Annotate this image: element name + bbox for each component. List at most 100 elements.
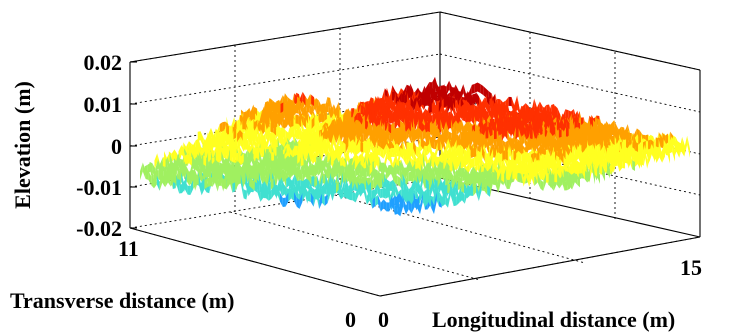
surface-facet [304,147,308,164]
surface-facet [635,141,639,153]
surface-facet [448,119,452,129]
surface-facet [249,168,253,179]
surface-facet [381,115,385,128]
surface-facet [528,140,532,151]
surface-facet [154,153,158,170]
surface-facet [376,156,380,166]
surface-facet [567,179,570,191]
surface-facet [506,120,510,131]
surface-facet [453,196,457,207]
surface-facet [581,141,585,154]
surface-facet [156,175,160,191]
surface-facet [349,130,353,144]
surface-facet [607,161,610,179]
surface-facet [350,169,354,179]
surface-facet [162,173,166,188]
surface-facet [406,127,409,141]
surface-facet [189,170,193,187]
surface-facet [439,192,443,207]
surface-facet [649,144,653,163]
surface-facet [476,111,480,123]
surface-facet [280,192,283,207]
surface-facet [277,169,281,181]
surface-facet [429,102,432,113]
surface-facet [314,139,318,149]
surface-facet [570,164,574,175]
surface-facet [371,189,375,200]
surface-facet [438,180,442,196]
surface-facet [193,175,196,190]
surface-facet [357,142,361,155]
surface-facet [208,167,212,179]
surface-facet [400,197,404,217]
surface-facet [518,163,521,173]
x-axis-title: Longitudinal distance (m) [432,307,675,332]
surface-facet [582,164,585,180]
surface-facet [681,142,685,157]
surface-facet [249,176,252,189]
surface-facet [474,82,478,93]
surface-facet [383,199,387,212]
surface-facet [288,157,292,167]
surface-facet [345,136,349,154]
surface-facet [454,160,458,170]
surface-facet [450,185,454,207]
surface-facet [183,165,187,175]
surface-facet [520,163,524,187]
surface-facet [467,90,471,107]
surface-facet [496,129,500,148]
surface-facet [388,121,392,135]
surface-facet [436,191,440,202]
surface-facet [657,146,660,157]
surface-facet [333,167,336,178]
surface-facet [476,183,479,202]
surface-facet [448,185,451,208]
surface-facet [486,162,489,173]
surface-facet [470,148,474,158]
surface-facet [313,148,317,166]
surface-facet [392,91,395,101]
surface-facet [374,114,378,130]
surface-facet [374,184,378,199]
surface-facet [300,156,304,168]
surface-facet [470,166,474,181]
surface-facet [401,132,404,143]
surface-facet [606,147,610,158]
surface-facet [414,198,418,209]
surface-facet [328,102,331,119]
surface-facet [354,173,358,191]
surface-facet [330,104,334,119]
surface-facet [597,118,601,130]
z-tick-label: 0.01 [84,92,123,117]
surface-facet [186,141,189,156]
surface-facet [319,193,322,210]
surface-facet [456,120,460,137]
surface-facet [457,153,461,170]
x-tick-label: 15 [680,255,702,280]
elevation-surface [140,76,690,217]
surface-facet [221,176,224,189]
surface-facet [282,118,286,129]
surface-facet [338,165,342,179]
surface-facet [154,175,157,189]
surface-facet [316,105,320,115]
surface-facet [470,129,474,144]
surface-facet [360,104,364,116]
surface-facet [389,195,392,212]
surface-facet [318,162,322,176]
surface-facet [408,127,412,145]
surface-facet [444,132,448,142]
surface-facet [394,205,398,215]
surface-facet [576,164,580,174]
z-tick-label: -0.01 [76,175,122,200]
surface-facet [560,150,564,165]
surface-facet [569,177,573,190]
surface-facet [450,134,454,150]
surface-facet [586,125,590,137]
surface-facet [486,93,490,108]
surface-facet [350,190,353,201]
surface-facet [397,205,401,217]
surface-facet [305,167,308,179]
surface-facet [365,124,369,140]
surface-facet [521,133,525,147]
